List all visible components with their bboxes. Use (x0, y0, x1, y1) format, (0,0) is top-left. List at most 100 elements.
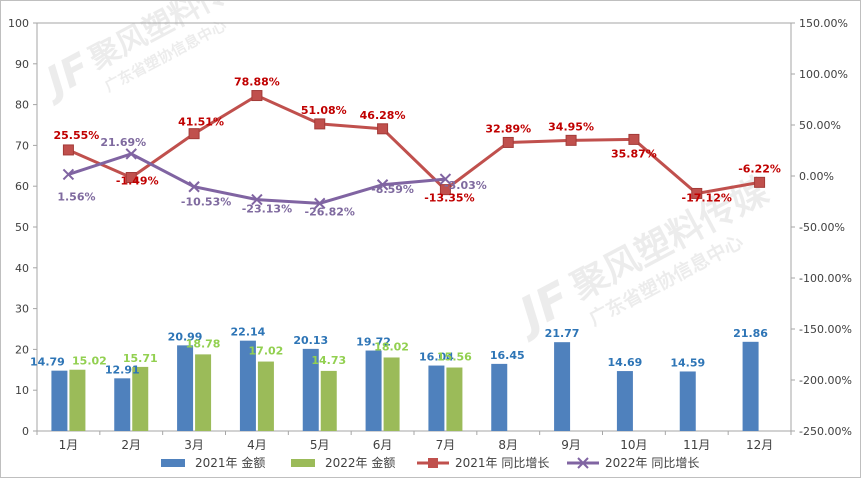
bar-2022 (383, 357, 400, 431)
bar-data-label: 20.13 (293, 334, 328, 347)
line-data-label: 25.55% (54, 129, 100, 142)
line-data-label: 78.88% (234, 76, 280, 89)
point-2021-growth (754, 176, 766, 188)
bar-data-label: 14.69 (608, 356, 643, 369)
x-tick-label: 2月 (121, 438, 141, 452)
bar-2021 (51, 370, 68, 431)
y-right-tick-label: 0.00% (799, 170, 834, 183)
x-tick-label: 1月 (59, 438, 79, 452)
line-data-label: -8.59% (371, 183, 414, 196)
bar-data-label: 15.56 (437, 351, 472, 364)
legend-label: 2021年 同比增长 (455, 456, 549, 470)
y-right-tick-label: -150.00% (799, 323, 852, 336)
bar-data-label: 18.02 (374, 340, 409, 353)
bar-data-label: 16.04 (419, 351, 454, 364)
bar-data-label: 12.91 (105, 363, 140, 376)
y-right-tick-label: 150.00% (799, 17, 848, 30)
point-2022-growth (62, 168, 75, 181)
point-2021-growth (691, 187, 703, 199)
x-tick-label: 7月 (436, 438, 456, 452)
x-tick-label: 5月 (310, 438, 330, 452)
line-data-label: 35.87% (611, 147, 657, 160)
bar-2022 (320, 370, 337, 431)
x-tick-label: 3月 (184, 438, 204, 452)
y-left-tick-label: 30 (15, 303, 29, 316)
point-2021-growth (188, 128, 200, 140)
x-tick-label: 9月 (561, 438, 581, 452)
legend-marker (428, 458, 438, 468)
line-data-label: -13.35% (424, 192, 474, 205)
line-data-label: 41.51% (178, 116, 224, 129)
bar-2021 (554, 342, 571, 431)
bar-2021 (679, 371, 696, 431)
point-2021-growth (251, 90, 263, 102)
legend-swatch (161, 459, 185, 467)
y-left-tick-label: 70 (15, 139, 29, 152)
y-right-tick-label: 100.00% (799, 68, 848, 81)
point-2022-growth (125, 148, 137, 160)
point-2021-growth (314, 118, 326, 130)
line-data-label: 46.28% (360, 109, 406, 122)
bar-2021 (616, 371, 633, 431)
x-tick-label: 10月 (620, 438, 647, 452)
bar-data-label: 15.02 (72, 355, 107, 368)
bar-data-label: 21.86 (733, 327, 768, 340)
bar-2022 (69, 369, 86, 431)
legend-marker (577, 457, 589, 469)
point-2021-growth (628, 133, 640, 145)
line-data-label: 34.95% (548, 120, 594, 133)
y-left-tick-label: 90 (15, 58, 29, 71)
bar-data-label: 14.79 (30, 356, 65, 369)
point-2021-growth (439, 184, 451, 196)
line-data-label: -26.82% (305, 205, 355, 218)
point-2021-growth (62, 144, 74, 156)
line-data-label: -1.49% (116, 175, 159, 188)
y-left-tick-label: 10 (15, 384, 29, 397)
bar-2022 (132, 366, 149, 431)
bar-data-label: 20.99 (168, 330, 203, 343)
y-left-tick-label: 50 (15, 221, 29, 234)
point-2021-growth (565, 134, 577, 146)
bar-2021 (114, 378, 131, 431)
line-data-label: 21.69% (100, 136, 146, 149)
bar-data-label: 21.77 (545, 327, 580, 340)
line-data-label: 1.56% (57, 190, 95, 203)
y-left-tick-label: 0 (22, 425, 29, 438)
bar-2022 (195, 354, 212, 431)
bar-2021 (239, 340, 256, 431)
line-data-label: -23.13% (242, 203, 292, 216)
point-2021-growth (125, 172, 137, 184)
line-data-label: 51.08% (301, 104, 347, 117)
bar-data-label: 22.14 (231, 326, 266, 339)
bar-2021 (428, 365, 445, 431)
bar-data-label: 18.78 (186, 337, 221, 350)
point-2021-growth (377, 123, 389, 135)
bar-data-label: 15.71 (123, 352, 158, 365)
bar-2022 (257, 361, 274, 431)
x-tick-label: 11月 (683, 438, 710, 452)
bar-data-label: 16.45 (490, 349, 525, 362)
legend-swatch (291, 459, 315, 467)
bar-2021 (742, 341, 759, 431)
line-2021-growth (67, 93, 760, 196)
point-2022-growth (251, 193, 263, 206)
line-data-label: -10.53% (181, 196, 231, 209)
y-right-tick-label: -200.00% (799, 374, 852, 387)
point-2022-growth (376, 179, 389, 191)
legend-label: 2022年 同比增长 (605, 456, 699, 470)
y-right-tick-label: -50.00% (799, 221, 845, 234)
x-tick-label: 8月 (498, 438, 518, 452)
point-2021-growth (502, 136, 514, 148)
bar-2021 (177, 345, 194, 431)
bar-2022 (446, 367, 463, 431)
legend-label: 2021年 金额 (195, 455, 265, 470)
point-2022-growth (439, 173, 452, 185)
y-right-tick-label: -100.00% (799, 272, 852, 285)
bar-2021 (365, 350, 382, 431)
y-left-tick-label: 60 (15, 180, 29, 193)
legend-label: 2022年 金额 (325, 455, 395, 470)
x-tick-label: 4月 (247, 438, 267, 452)
